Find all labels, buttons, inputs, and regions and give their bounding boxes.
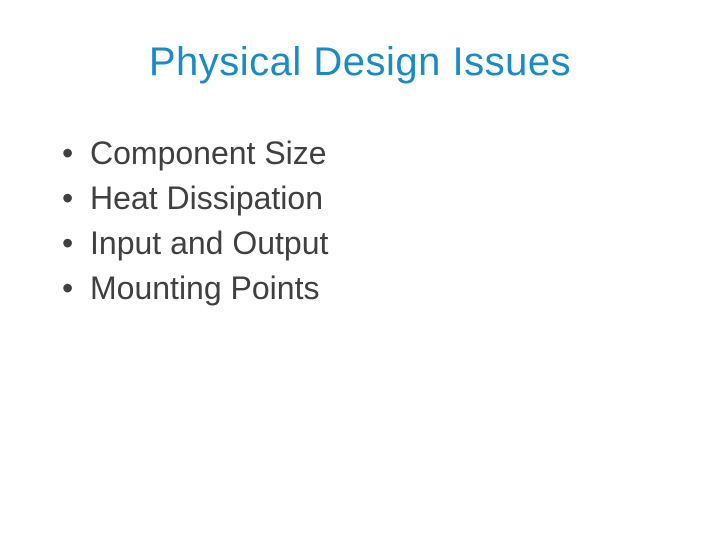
bullet-text: Input and Output <box>90 225 660 262</box>
list-item: • Component Size <box>60 135 660 172</box>
bullet-list: • Component Size • Heat Dissipation • In… <box>60 135 660 307</box>
slide-container: Physical Design Issues • Component Size … <box>0 0 720 540</box>
list-item: • Input and Output <box>60 225 660 262</box>
list-item: • Mounting Points <box>60 270 660 307</box>
bullet-text: Mounting Points <box>90 270 660 307</box>
list-item: • Heat Dissipation <box>60 180 660 217</box>
bullet-icon: • <box>60 180 90 217</box>
bullet-text: Heat Dissipation <box>90 180 660 217</box>
bullet-icon: • <box>60 135 90 172</box>
slide-title: Physical Design Issues <box>60 40 660 85</box>
bullet-icon: • <box>60 270 90 307</box>
bullet-icon: • <box>60 225 90 262</box>
bullet-text: Component Size <box>90 135 660 172</box>
